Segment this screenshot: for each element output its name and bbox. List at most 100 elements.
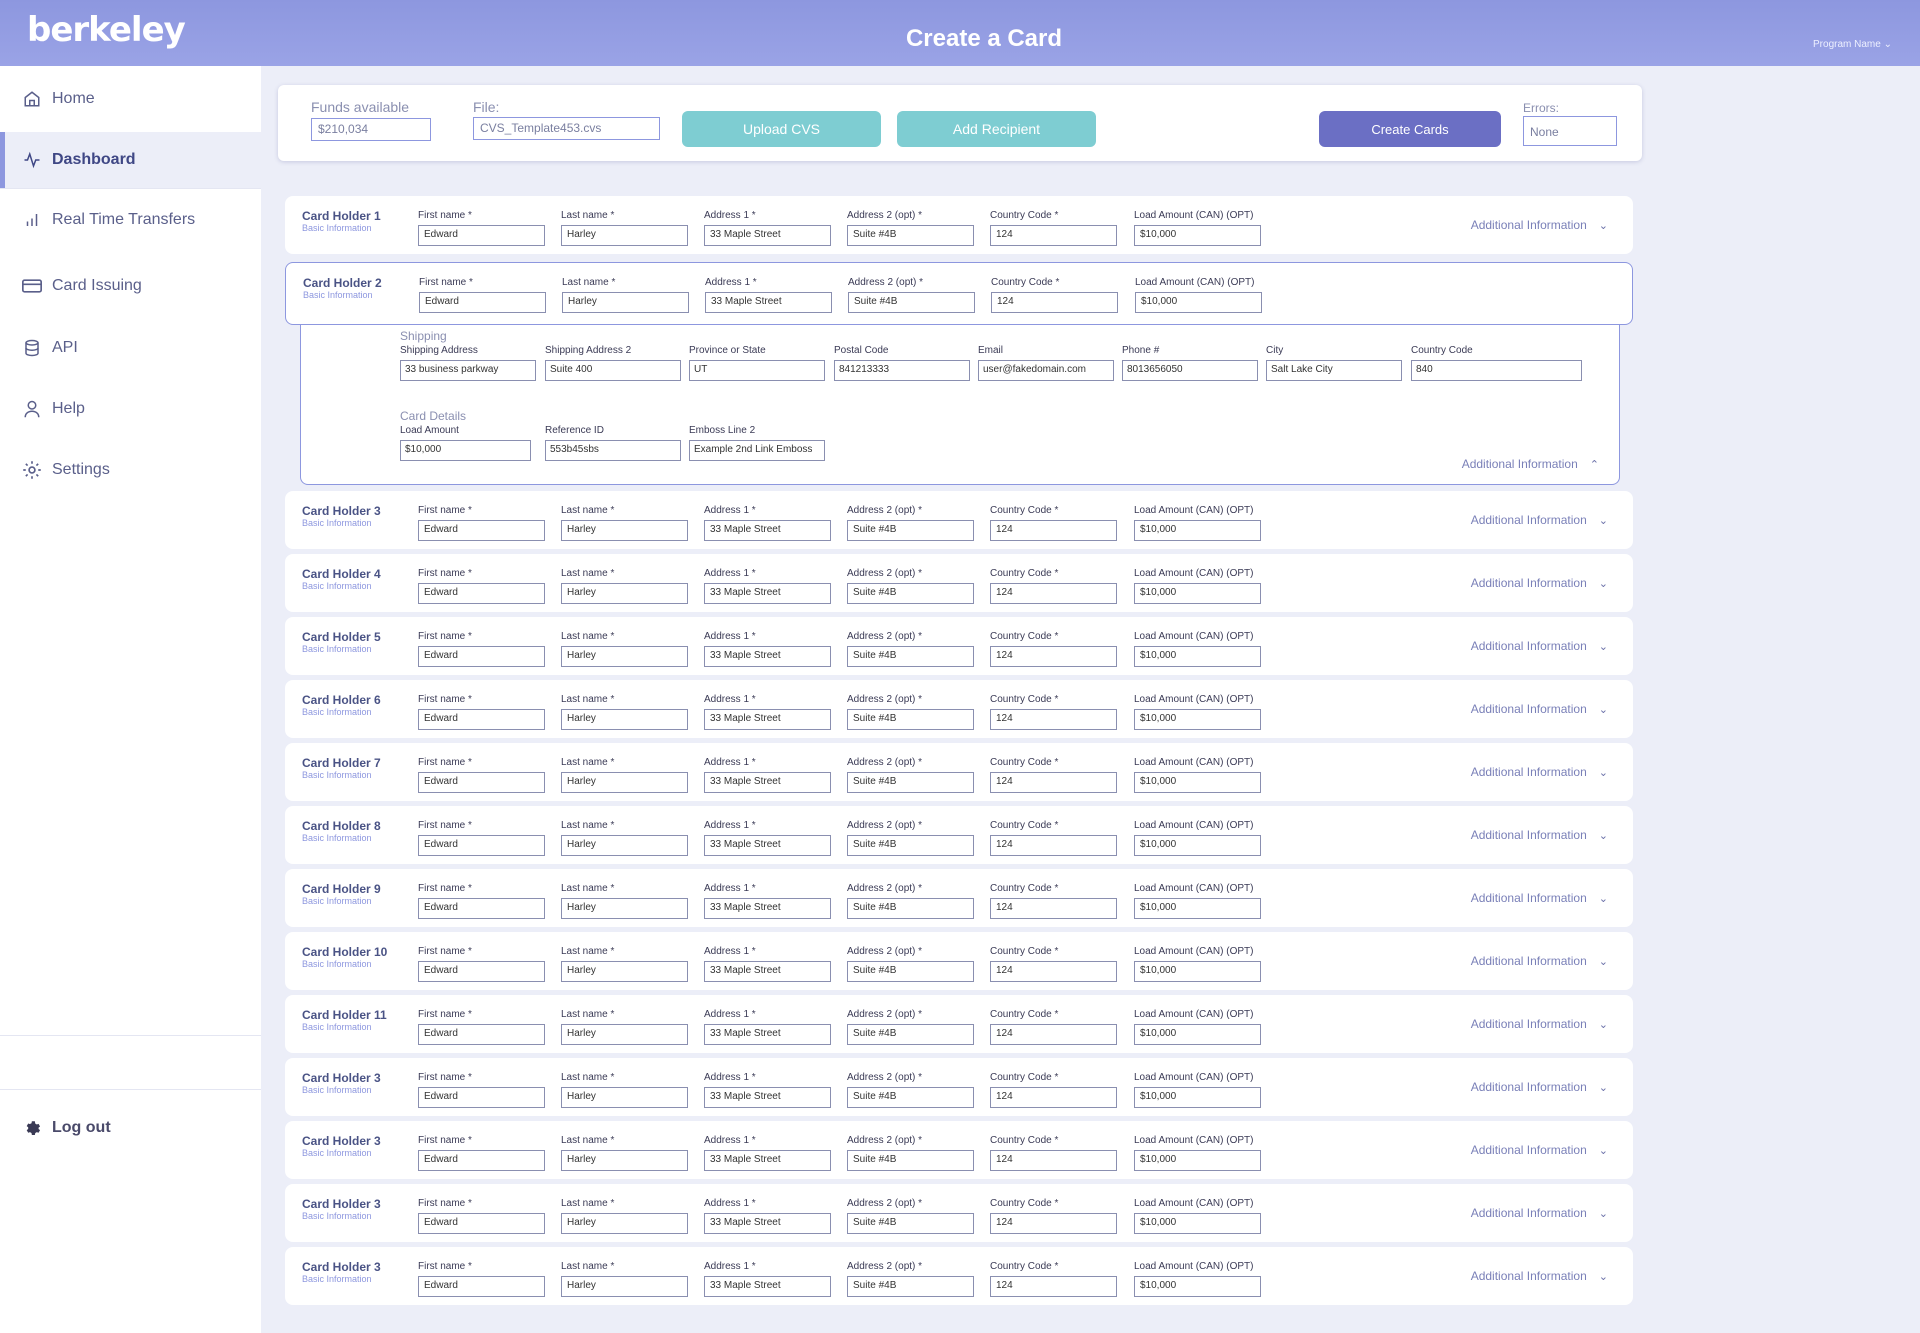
load-amount-input[interactable]: $10,000: [1134, 646, 1261, 667]
load-amount-input[interactable]: $10,000: [1134, 1087, 1261, 1108]
sidebar-item-settings[interactable]: Settings: [0, 441, 261, 499]
country-code-input[interactable]: 124: [990, 898, 1117, 919]
first-name-input[interactable]: Edward: [419, 292, 546, 313]
country-code-input[interactable]: 124: [990, 1213, 1117, 1234]
additional-info-toggle[interactable]: Additional Information ⌄: [1471, 218, 1608, 232]
address2-input[interactable]: Suite #4B: [847, 1087, 974, 1108]
shipping-field-input[interactable]: 841213333: [834, 360, 970, 381]
address1-input[interactable]: 33 Maple Street: [704, 1024, 831, 1045]
shipping-field-input[interactable]: Suite 400: [545, 360, 681, 381]
country-code-input[interactable]: 124: [990, 1150, 1117, 1171]
first-name-input[interactable]: Edward: [418, 646, 545, 667]
address1-input[interactable]: 33 Maple Street: [704, 1150, 831, 1171]
country-code-input[interactable]: 124: [990, 709, 1117, 730]
address2-input[interactable]: Suite #4B: [847, 520, 974, 541]
last-name-input[interactable]: Harley: [561, 1213, 688, 1234]
address2-input[interactable]: Suite #4B: [847, 772, 974, 793]
country-code-input[interactable]: 124: [990, 1087, 1117, 1108]
address2-input[interactable]: Suite #4B: [847, 961, 974, 982]
additional-info-toggle[interactable]: Additional Information ⌄: [1471, 702, 1608, 716]
address2-input[interactable]: Suite #4B: [847, 898, 974, 919]
load-amount-input[interactable]: $10,000: [1134, 1150, 1261, 1171]
country-code-input[interactable]: 124: [990, 772, 1117, 793]
sidebar-item-dashboard[interactable]: Dashboard: [0, 132, 261, 188]
load-amount-input[interactable]: $10,000: [1134, 1213, 1261, 1234]
additional-info-toggle[interactable]: Additional Information ⌄: [1471, 639, 1608, 653]
address2-input[interactable]: Suite #4B: [847, 583, 974, 604]
first-name-input[interactable]: Edward: [418, 225, 545, 246]
address1-input[interactable]: 33 Maple Street: [704, 225, 831, 246]
last-name-input[interactable]: Harley: [561, 1087, 688, 1108]
additional-info-toggle[interactable]: Additional Information ⌄: [1471, 891, 1608, 905]
program-selector[interactable]: Program Name ⌄: [1813, 39, 1892, 50]
additional-info-toggle[interactable]: Additional Information ⌄: [1471, 828, 1608, 842]
last-name-input[interactable]: Harley: [561, 835, 688, 856]
country-code-input[interactable]: 124: [990, 520, 1117, 541]
additional-info-toggle[interactable]: Additional Information ⌄: [1471, 765, 1608, 779]
additional-info-toggle[interactable]: Additional Information ⌄: [1471, 1080, 1608, 1094]
add-recipient-button[interactable]: Add Recipient: [897, 111, 1096, 147]
last-name-input[interactable]: Harley: [561, 520, 688, 541]
logout-button[interactable]: Log out: [0, 1101, 261, 1155]
address1-input[interactable]: 33 Maple Street: [704, 1213, 831, 1234]
last-name-input[interactable]: Harley: [561, 1024, 688, 1045]
address2-input[interactable]: Suite #4B: [847, 1276, 974, 1297]
last-name-input[interactable]: Harley: [561, 898, 688, 919]
address2-input[interactable]: Suite #4B: [847, 709, 974, 730]
shipping-field-input[interactable]: UT: [689, 360, 825, 381]
sidebar-item-help[interactable]: Help: [0, 380, 261, 438]
last-name-input[interactable]: Harley: [561, 1276, 688, 1297]
load-amount-input[interactable]: $10,000: [1134, 1024, 1261, 1045]
address1-input[interactable]: 33 Maple Street: [704, 1087, 831, 1108]
sidebar-item-api[interactable]: API: [0, 319, 261, 377]
country-code-input[interactable]: 124: [990, 1276, 1117, 1297]
load-amount-input[interactable]: $10,000: [1134, 583, 1261, 604]
country-code-input[interactable]: 124: [991, 292, 1118, 313]
last-name-input[interactable]: Harley: [562, 292, 689, 313]
file-field[interactable]: CVS_Template453.cvs: [473, 117, 660, 140]
address1-input[interactable]: 33 Maple Street: [704, 583, 831, 604]
address2-input[interactable]: Suite #4B: [848, 292, 975, 313]
sidebar-item-card-issuing[interactable]: Card Issuing: [0, 257, 261, 315]
card-detail-field-input[interactable]: $10,000: [400, 440, 531, 461]
sidebar-item-real-time-transfers[interactable]: Real Time Transfers: [0, 191, 261, 249]
card-detail-field-input[interactable]: Example 2nd Link Emboss: [689, 440, 825, 461]
address2-input[interactable]: Suite #4B: [847, 1150, 974, 1171]
last-name-input[interactable]: Harley: [561, 772, 688, 793]
country-code-input[interactable]: 124: [990, 583, 1117, 604]
shipping-field-input[interactable]: 33 business parkway: [400, 360, 536, 381]
shipping-field-input[interactable]: user@fakedomain.com: [978, 360, 1114, 381]
load-amount-input[interactable]: $10,000: [1134, 961, 1261, 982]
create-cards-button[interactable]: Create Cards: [1319, 111, 1501, 147]
load-amount-input[interactable]: $10,000: [1135, 292, 1262, 313]
shipping-field-input[interactable]: 840: [1411, 360, 1582, 381]
country-code-input[interactable]: 124: [990, 646, 1117, 667]
load-amount-input[interactable]: $10,000: [1134, 835, 1261, 856]
address1-input[interactable]: 33 Maple Street: [704, 1276, 831, 1297]
first-name-input[interactable]: Edward: [418, 583, 545, 604]
last-name-input[interactable]: Harley: [561, 961, 688, 982]
country-code-input[interactable]: 124: [990, 1024, 1117, 1045]
address1-input[interactable]: 33 Maple Street: [705, 292, 832, 313]
address1-input[interactable]: 33 Maple Street: [704, 835, 831, 856]
address1-input[interactable]: 33 Maple Street: [704, 898, 831, 919]
first-name-input[interactable]: Edward: [418, 835, 545, 856]
address1-input[interactable]: 33 Maple Street: [704, 772, 831, 793]
address1-input[interactable]: 33 Maple Street: [704, 520, 831, 541]
upload-csv-button[interactable]: Upload CVS: [682, 111, 881, 147]
sidebar-item-home[interactable]: Home: [0, 70, 261, 128]
last-name-input[interactable]: Harley: [561, 583, 688, 604]
first-name-input[interactable]: Edward: [418, 961, 545, 982]
card-detail-field-input[interactable]: 553b45sbs: [545, 440, 681, 461]
last-name-input[interactable]: Harley: [561, 646, 688, 667]
country-code-input[interactable]: 124: [990, 835, 1117, 856]
address2-input[interactable]: Suite #4B: [847, 1213, 974, 1234]
additional-info-toggle[interactable]: Additional Information ⌄: [1471, 576, 1608, 590]
address1-input[interactable]: 33 Maple Street: [704, 646, 831, 667]
address2-input[interactable]: Suite #4B: [847, 835, 974, 856]
last-name-input[interactable]: Harley: [561, 709, 688, 730]
first-name-input[interactable]: Edward: [418, 520, 545, 541]
shipping-field-input[interactable]: 8013656050: [1122, 360, 1258, 381]
first-name-input[interactable]: Edward: [418, 1276, 545, 1297]
first-name-input[interactable]: Edward: [418, 1150, 545, 1171]
